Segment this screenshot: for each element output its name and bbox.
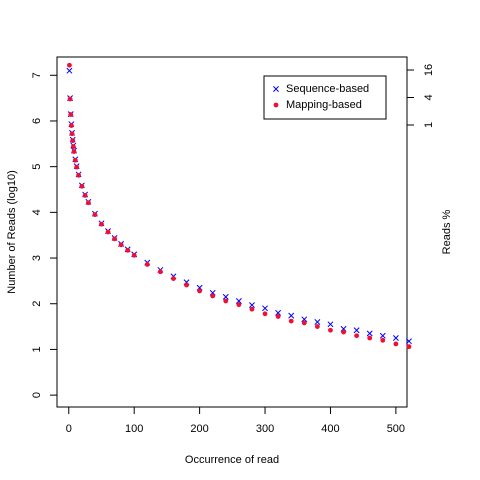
x-tick-label: 300 (256, 423, 274, 435)
x-tick-label: 0 (66, 423, 72, 435)
point (171, 276, 176, 282)
point (236, 302, 242, 308)
point (157, 269, 163, 275)
y2-tick-label: 16 (423, 64, 435, 76)
point (68, 123, 74, 128)
x-tick-label: 200 (190, 423, 208, 435)
point (72, 157, 78, 163)
point (79, 183, 85, 189)
y-tick-label: 5 (31, 164, 43, 170)
point (406, 344, 412, 350)
point (67, 62, 72, 68)
point (184, 282, 189, 288)
point (314, 324, 320, 329)
point (92, 212, 98, 218)
y-tick-label: 3 (31, 255, 43, 261)
point (288, 312, 295, 319)
point (71, 149, 77, 154)
point (222, 293, 229, 300)
point (393, 341, 399, 347)
point (301, 316, 308, 323)
legend-box (263, 75, 387, 120)
point (118, 242, 124, 248)
point (99, 221, 104, 227)
point (366, 330, 373, 337)
y-tick-label: 4 (31, 209, 43, 215)
point (235, 298, 242, 304)
point (314, 319, 321, 325)
point (105, 229, 111, 235)
point (341, 329, 346, 335)
point (197, 288, 203, 294)
legend-marker (273, 86, 279, 92)
point (70, 144, 76, 149)
point (327, 321, 334, 328)
y-tick-label: 6 (31, 118, 43, 124)
point (112, 236, 117, 242)
point (67, 96, 73, 102)
y-tick-label: 0 (31, 392, 43, 398)
point (74, 164, 80, 170)
x-axis-label: Occurrence of read (185, 454, 279, 466)
point (406, 338, 412, 345)
point (288, 318, 294, 324)
point (379, 332, 386, 339)
x-tick-label: 100 (125, 423, 143, 435)
legend-label: Sequence-based (286, 83, 369, 95)
point (392, 335, 399, 341)
point (69, 131, 75, 137)
legend-marker (273, 102, 279, 108)
point (262, 305, 268, 312)
y-tick-label: 2 (31, 301, 43, 307)
point (68, 112, 74, 117)
point (131, 252, 137, 258)
point (86, 200, 91, 206)
point (66, 67, 73, 74)
point (275, 314, 281, 319)
point (262, 311, 268, 317)
y2-tick-label: 4 (423, 94, 435, 100)
plot-frame (56, 56, 408, 408)
point (82, 193, 88, 198)
point (223, 298, 229, 304)
y2-tick-label: 1 (423, 122, 435, 128)
x-tick-label: 400 (321, 423, 339, 435)
point (380, 337, 386, 343)
y-tick-label: 7 (31, 72, 43, 78)
legend-label: Mapping-based (286, 99, 362, 111)
point (301, 320, 307, 326)
point (76, 172, 81, 178)
x-tick-label: 500 (387, 423, 405, 435)
y-axis-label: Number of Reads (log10) (6, 170, 18, 294)
point (248, 302, 255, 309)
point (249, 306, 255, 312)
point (275, 309, 282, 316)
y-tick-label: 1 (31, 346, 43, 352)
point (353, 327, 360, 334)
point (70, 138, 76, 144)
point (354, 333, 360, 339)
point (125, 247, 131, 253)
y2-axis-label: Reads % (441, 209, 453, 254)
point (210, 293, 216, 299)
point (144, 262, 150, 267)
point (367, 335, 373, 341)
point (328, 327, 333, 333)
